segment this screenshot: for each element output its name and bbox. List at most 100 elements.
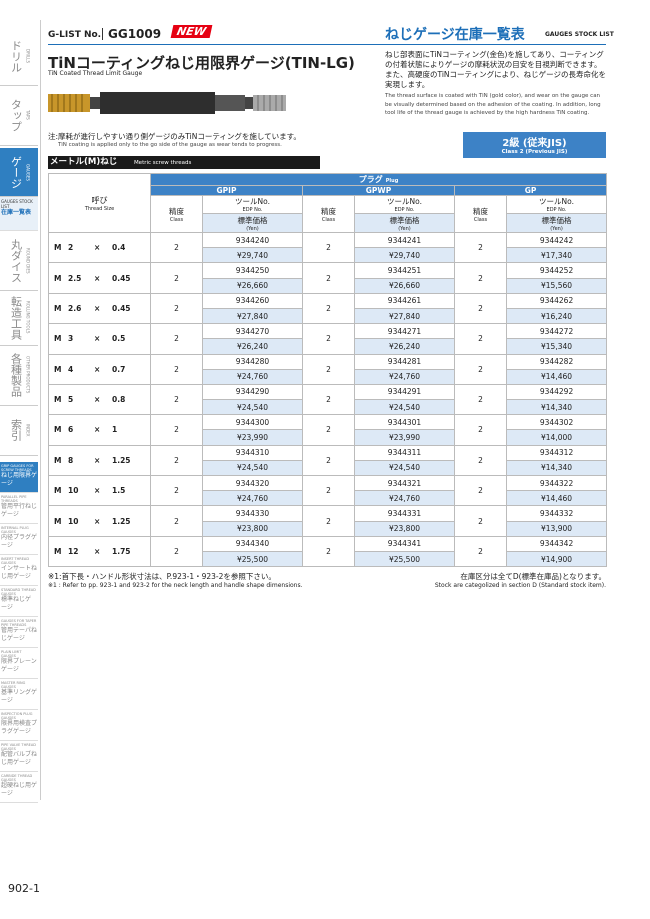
side-sub-en: GAUGES FOR TAPER PIPE THREADS xyxy=(1,619,37,627)
side-sub-jp: ねじ用限界ゲージ xyxy=(1,472,38,487)
section-title: ねじゲージ在庫一覧表 xyxy=(385,27,525,43)
plug-header-jp: プラグ xyxy=(358,175,383,184)
size-part: × xyxy=(94,243,101,253)
side-sub-item: PIPE VALVE THREAD GAUGES 配管バルブねじ用ゲージ xyxy=(0,741,38,772)
size-part: M xyxy=(54,395,62,405)
side-sub-jp: 超硬ねじ用ゲージ xyxy=(1,782,38,797)
side-sub-item: PLAIN LIMIT GAUGES 限界プレーンゲージ xyxy=(0,648,38,679)
edp-number: 9344252 xyxy=(505,262,608,279)
class-value: 2 xyxy=(454,505,507,537)
edp-header-jp: ツールNo. xyxy=(539,197,574,206)
side-tab-jp: 丸ダイス xyxy=(9,239,23,283)
size-part: 2 xyxy=(68,243,74,253)
edp-header-jp: ツールNo. xyxy=(235,197,270,206)
price-header: 標準価格 (Yen) xyxy=(505,213,608,233)
class-value: 2 xyxy=(454,231,507,264)
class-header-en: Class xyxy=(321,216,336,223)
class-value: 2 xyxy=(150,474,203,507)
plug-header-en: Plug xyxy=(385,178,399,184)
size-part: M xyxy=(54,364,62,374)
price-header-en: (Yen) xyxy=(398,225,411,232)
class-value: 2 xyxy=(302,231,355,264)
section-bar: メートル(M)ねじ Metric screw threads xyxy=(48,156,320,169)
header-row: 精度 Class ツールNo. EDP No. 精度 Class ツールNo. EDP No.… xyxy=(49,195,608,233)
thread-size: M 8 × 1.25 xyxy=(48,444,151,477)
size-part: 6 xyxy=(68,425,74,435)
class-header-jp: 精度 xyxy=(169,206,184,216)
description-jp: ねじ部表面にTiNコーティング(金色)を施してあり、コーティングの付着状態により… xyxy=(385,50,606,89)
price: ¥14,460 xyxy=(505,490,608,507)
price: ¥14,900 xyxy=(505,550,608,568)
class-header-en: Class xyxy=(169,216,184,223)
class-header-jp: 精度 xyxy=(321,206,336,216)
sidebar-divider xyxy=(40,20,41,800)
class-header-jp: 精度 xyxy=(473,206,488,216)
thread-size: M 2.5 × 0.45 xyxy=(48,262,151,294)
side-sub-jp: 基準リングゲージ xyxy=(1,689,38,704)
price: ¥23,800 xyxy=(202,520,303,537)
data-row: M 2.5 × 0.45 2 9344250 2 9344251 2 9344252 xyxy=(48,262,608,294)
side-sub-en: INSERT THREAD GAUGES xyxy=(1,557,30,565)
plug-header: プラグ Plug xyxy=(149,173,608,186)
price-header-en: (Yen) xyxy=(246,225,259,232)
class-value: 2 xyxy=(150,353,203,385)
data-row: ¥26,660 ¥26,660 ¥15,560 xyxy=(49,277,608,294)
data-row: M 6 × 1 2 9344300 2 9344301 2 9344302 xyxy=(48,414,608,446)
price: ¥24,540 xyxy=(354,459,455,477)
price-header-jp: 標準価格 xyxy=(389,215,420,225)
data-row: ¥25,500 ¥25,500 ¥14,900 xyxy=(49,550,608,568)
edp-number: 9344302 xyxy=(505,414,608,431)
size-part: 1.25 xyxy=(112,516,131,526)
price: ¥14,460 xyxy=(505,368,608,385)
side-sub-item: STANDARD THREAD GAUGES 標準ねじゲージ xyxy=(0,586,38,617)
data-row: M 5 × 0.8 2 9344290 2 9344291 2 9344292 xyxy=(48,383,608,416)
class-label-en: Class 2 (Previous JIS) xyxy=(501,149,568,155)
side-tab-en: DRILLS xyxy=(25,49,31,64)
size-part: 8 xyxy=(68,455,74,465)
side-sub-item: INSERT THREAD GAUGES インサートねじ用ゲージ xyxy=(0,555,38,586)
section-title-en: GAUGES STOCK LIST xyxy=(545,31,614,38)
new-badge: NEW xyxy=(170,25,213,38)
footnote-jp: ※1:首下長・ハンドル形状寸法は、P.923-1・923-2を参照下さい。 xyxy=(48,572,276,581)
side-sub-item: INTERNAL PLUG GAUGES 内径プラグゲージ xyxy=(0,524,38,555)
edp-number: 9344311 xyxy=(354,444,455,461)
stock-note-en: Stock are categolized in section D (Stan… xyxy=(434,582,606,589)
side-sub-en: CARBIDE THREAD GAUGES xyxy=(1,774,33,782)
side-sub-jp: 配管バルブねじ用ゲージ xyxy=(1,751,38,766)
size-part: 10 xyxy=(68,486,79,496)
size-header-en: Thread Size xyxy=(84,205,115,212)
size-part: M xyxy=(54,455,62,465)
edp-number: 9344322 xyxy=(505,474,608,492)
price: ¥17,340 xyxy=(505,247,608,264)
size-part: × xyxy=(94,395,101,405)
data-row: M 4 × 0.7 2 9344280 2 9344281 2 9344282 xyxy=(48,353,608,385)
class-value: 2 xyxy=(302,505,355,537)
class-value: 2 xyxy=(150,231,203,264)
price: ¥16,240 xyxy=(505,307,608,325)
price: ¥14,340 xyxy=(505,459,608,477)
thread-size: M 12 × 1.75 xyxy=(48,535,151,568)
description-en: The thread surface is coated with TiN (g… xyxy=(385,93,601,116)
size-header-jp: 呼び xyxy=(91,195,108,205)
edp-number: 9344240 xyxy=(202,231,303,249)
class-value: 2 xyxy=(454,323,507,355)
size-part: × xyxy=(94,516,101,526)
size-part: 12 xyxy=(68,546,79,556)
size-part: M xyxy=(54,303,62,313)
size-part: 0.4 xyxy=(112,243,126,253)
size-part: × xyxy=(94,334,101,344)
data-row: ¥27,840 ¥27,840 ¥16,240 xyxy=(49,307,608,325)
side-sub-en: PARALLEL PIPE THREADS xyxy=(1,495,27,503)
size-part: 0.45 xyxy=(112,303,131,313)
thread-size: M 5 × 0.8 xyxy=(48,383,151,416)
price: ¥13,900 xyxy=(505,520,608,537)
edp-number: 9344301 xyxy=(354,414,455,431)
edp-number: 9344292 xyxy=(505,383,608,401)
side-tab: 転造工具 ROLLING TOOLS xyxy=(0,290,38,346)
side-sub-en: STANDARD THREAD GAUGES xyxy=(1,588,36,596)
class-value: 2 xyxy=(302,353,355,385)
edp-number: 9344330 xyxy=(202,505,303,522)
edp-number: 9344342 xyxy=(505,535,608,552)
edp-number: 9344250 xyxy=(202,262,303,279)
